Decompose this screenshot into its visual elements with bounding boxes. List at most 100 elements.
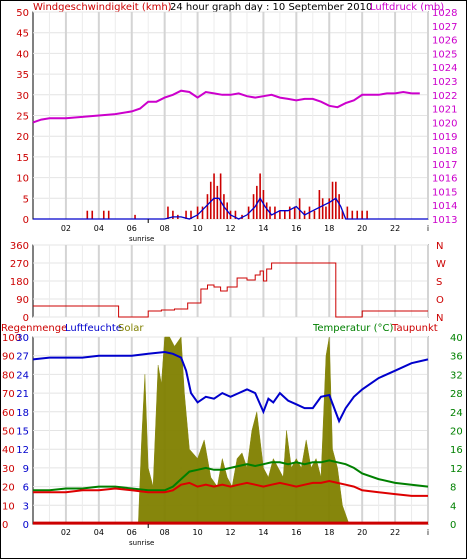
wind-gust-line bbox=[33, 197, 428, 220]
humidity-line bbox=[32, 350, 429, 424]
sunrise-label-bottom: sunrise bbox=[129, 539, 154, 547]
humidity-y-tick-label: 0 bbox=[23, 520, 29, 531]
p3-x-tick-label: 02 bbox=[61, 528, 71, 537]
rain-y-tick-label: 70 bbox=[2, 389, 15, 400]
p3-x-tick-label: i bbox=[427, 528, 429, 537]
p3-x-tick-label: 10 bbox=[192, 528, 202, 537]
wind-pressure-panel: 02 04 06 08 10 12 14 16 18 20 22 i05101520253035404… bbox=[16, 8, 457, 243]
temperature-y-tick-label: 24 bbox=[450, 408, 463, 419]
wind-y-tick-label: 20 bbox=[16, 132, 29, 143]
wind-pressure-ticks: 02 04 06 08 10 12 14 16 18 20 22 i05101520253035404… bbox=[16, 8, 457, 233]
compass-tick-label: W bbox=[436, 259, 446, 270]
humidity-y-tick-label: 27 bbox=[16, 352, 29, 363]
p1-x-tick-label: 14 bbox=[258, 224, 268, 233]
rain-y-tick-label: 0 bbox=[2, 520, 8, 531]
pressure-y-tick-label: 1020 bbox=[432, 118, 457, 129]
temperature-y-tick-label: 36 bbox=[450, 352, 463, 363]
pressure-y-tick-label: 1016 bbox=[432, 174, 457, 185]
temperature-y-tick-label: 12 bbox=[450, 464, 463, 475]
compass-tick-label: N bbox=[436, 241, 443, 252]
humidity-solar-temp-panel: 02 04 06 08 10 12 14 16 18 20 22 i01020304050607080… bbox=[2, 333, 463, 547]
p1-x-tick-label: 20 bbox=[357, 224, 367, 233]
pressure-line bbox=[32, 89, 420, 124]
rain-y-tick-label: 10 bbox=[2, 501, 15, 512]
p1-x-tick-label: 18 bbox=[324, 224, 334, 233]
wind-y-tick-label: 40 bbox=[16, 49, 29, 60]
pressure-y-tick-label: 1017 bbox=[432, 160, 457, 171]
p1-x-tick-label: 10 bbox=[192, 224, 202, 233]
temperature-y-tick-label: 40 bbox=[450, 333, 463, 344]
temperature-y-tick-label: 8 bbox=[450, 483, 456, 494]
wind-axis-label: Windgeschwindigkeit (kmh) bbox=[33, 2, 172, 13]
wind-y-tick-label: 15 bbox=[16, 153, 29, 164]
rain-y-tick-label: 20 bbox=[2, 483, 15, 494]
p1-x-tick-label: 04 bbox=[94, 224, 104, 233]
direction-y-tick-label: 180 bbox=[10, 277, 29, 288]
humidity-solar-temp-ticks: 02 04 06 08 10 12 14 16 18 20 22 i01020304050607080… bbox=[2, 333, 463, 537]
rain-y-tick-label: 100 bbox=[2, 333, 21, 344]
humidity-y-tick-label: 9 bbox=[23, 464, 29, 475]
humidity-y-tick-label: 21 bbox=[16, 389, 29, 400]
wind-y-tick-label: 30 bbox=[16, 91, 29, 102]
wind-pressure-grid bbox=[33, 11, 429, 220]
wind-direction-line bbox=[33, 262, 428, 318]
rain-y-tick-label: 30 bbox=[2, 464, 15, 475]
p1-x-tick-label: 02 bbox=[61, 224, 71, 233]
wind-y-tick-label: 5 bbox=[23, 194, 29, 205]
rain-y-tick-label: 80 bbox=[2, 370, 15, 381]
p3-x-tick-label: 22 bbox=[390, 528, 400, 537]
pressure-y-tick-label: 1025 bbox=[432, 49, 457, 60]
rain-label: Regenmenge bbox=[1, 323, 67, 334]
humidity-y-tick-label: 24 bbox=[16, 370, 29, 381]
humidity-y-tick-label: 18 bbox=[16, 408, 29, 419]
p3-x-tick-label: 16 bbox=[291, 528, 301, 537]
temperature-y-tick-label: 32 bbox=[450, 370, 463, 381]
p1-x-tick-label: 22 bbox=[390, 224, 400, 233]
p1-x-tick-label: 06 bbox=[127, 224, 137, 233]
rain-y-tick-label: 90 bbox=[2, 352, 15, 363]
pressure-y-tick-label: 1018 bbox=[432, 146, 457, 157]
pressure-y-tick-label: 1023 bbox=[432, 77, 457, 88]
wind-direction-grid bbox=[33, 244, 429, 318]
temperature-label: Temperatur (°C) bbox=[312, 323, 393, 334]
humidity-solar-temp-series bbox=[32, 336, 429, 525]
temperature-y-tick-label: 20 bbox=[450, 427, 463, 438]
temperature-y-tick-label: 28 bbox=[450, 389, 463, 400]
direction-y-tick-label: 90 bbox=[16, 295, 29, 306]
p1-x-tick-label: 16 bbox=[291, 224, 301, 233]
dewpoint-label: Taupunkt bbox=[391, 323, 438, 334]
p3-x-tick-label: 14 bbox=[258, 528, 268, 537]
p3-x-tick-label: 20 bbox=[357, 528, 367, 537]
p3-x-tick-label: 04 bbox=[94, 528, 104, 537]
pressure-y-tick-label: 1019 bbox=[432, 132, 457, 143]
humidity-y-tick-label: 6 bbox=[23, 483, 29, 494]
compass-tick-label: N bbox=[436, 313, 443, 324]
humidity-y-tick-label: 12 bbox=[16, 445, 29, 456]
p3-x-tick-label: 18 bbox=[324, 528, 334, 537]
compass-tick-label: S bbox=[436, 277, 442, 288]
temperature-line bbox=[33, 459, 429, 492]
p1-x-tick-label: 12 bbox=[225, 224, 235, 233]
pressure-y-tick-label: 1015 bbox=[432, 187, 457, 198]
pressure-y-tick-label: 1026 bbox=[432, 36, 457, 47]
dewpoint-line bbox=[33, 479, 428, 497]
pressure-y-tick-label: 1014 bbox=[432, 201, 457, 212]
p1-x-tick-label: i bbox=[427, 224, 429, 233]
rain-y-tick-label: 50 bbox=[2, 427, 15, 438]
rain-y-tick-label: 40 bbox=[2, 445, 15, 456]
wind-y-tick-label: 0 bbox=[23, 215, 29, 226]
solar-label: Solar bbox=[118, 323, 144, 334]
compass-tick-label: O bbox=[436, 295, 444, 306]
pressure-y-tick-label: 1028 bbox=[432, 8, 457, 19]
sunrise-label-top: sunrise bbox=[129, 235, 154, 243]
humidity-y-tick-label: 15 bbox=[16, 427, 29, 438]
direction-y-tick-label: 360 bbox=[10, 241, 29, 252]
direction-y-tick-label: 0 bbox=[23, 313, 29, 324]
wind-pressure-series bbox=[32, 89, 428, 220]
p3-x-tick-label: 08 bbox=[160, 528, 170, 537]
temperature-y-tick-label: 4 bbox=[450, 501, 456, 512]
